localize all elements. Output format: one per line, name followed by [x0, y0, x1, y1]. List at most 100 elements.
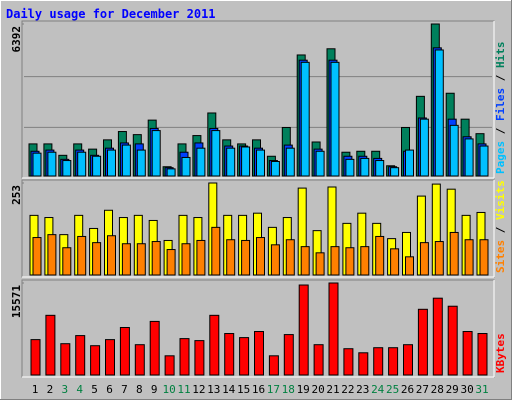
bar: [166, 168, 176, 177]
bar: [298, 284, 309, 376]
legend-entry: Sites: [494, 240, 507, 273]
bar: [360, 246, 370, 276]
x-tick-label: 7: [121, 383, 128, 396]
bar: [447, 305, 458, 376]
legend-entry: Pages: [494, 141, 507, 174]
bar: [268, 355, 279, 376]
bar: [343, 348, 354, 376]
bar: [32, 237, 42, 276]
x-tick-label: 20: [311, 383, 324, 396]
bar: [181, 243, 191, 276]
bar: [211, 226, 221, 276]
bar: [92, 155, 102, 177]
bar: [226, 147, 236, 177]
bar: [328, 282, 339, 376]
bar: [47, 151, 57, 177]
x-tick-label: 15: [237, 383, 250, 396]
legend: Pages / Files / Hits: [494, 42, 507, 175]
bar: [449, 231, 459, 276]
bar: [315, 252, 325, 276]
bar: [194, 340, 205, 376]
bar: [92, 242, 102, 276]
bar: [464, 239, 474, 276]
bar: [390, 248, 400, 276]
legend-entry: Files: [494, 88, 507, 121]
x-tick-label: 4: [76, 383, 83, 396]
x-tick-label: 28: [431, 383, 444, 396]
bar: [32, 152, 42, 177]
x-tick-label: 9: [151, 383, 158, 396]
bar: [45, 314, 56, 376]
legend-separator: /: [494, 220, 507, 240]
bar: [30, 339, 41, 376]
y-tick-label: 15571: [10, 285, 23, 318]
legend: Sites / Visits: [494, 180, 507, 273]
bar: [285, 147, 295, 177]
x-tick-label: 23: [356, 383, 369, 396]
bar: [60, 343, 71, 376]
bar: [107, 149, 116, 177]
bar: [390, 167, 400, 177]
x-tick-label: 29: [446, 383, 459, 396]
x-tick-label: 19: [297, 383, 310, 396]
x-tick-label: 17: [267, 383, 280, 396]
bar: [285, 239, 295, 276]
bar: [300, 61, 310, 177]
bar: [164, 355, 175, 376]
x-tick-label: 12: [192, 383, 205, 396]
bar: [432, 297, 443, 376]
x-tick-label: 22: [341, 383, 354, 396]
bar: [62, 247, 72, 276]
bar: [464, 138, 474, 177]
bar: [121, 144, 131, 177]
bar: [241, 239, 251, 276]
chart-title: Daily usage for December 2011: [6, 7, 216, 21]
bar: [121, 243, 131, 276]
bar: [151, 241, 161, 276]
bar: [119, 326, 130, 376]
x-tick-label: 26: [401, 383, 414, 396]
bar: [419, 242, 429, 276]
x-tick-label: 24: [371, 383, 385, 396]
bar: [477, 333, 488, 376]
bar: [226, 239, 236, 276]
bar: [151, 130, 161, 177]
bar: [77, 151, 87, 177]
x-tick-label: 16: [252, 383, 265, 396]
bar: [105, 339, 115, 376]
x-tick-label: 27: [416, 383, 429, 396]
bar: [270, 160, 280, 177]
x-tick-label: 14: [222, 383, 236, 396]
x-tick-label: 25: [386, 383, 399, 396]
x-tick-label: 5: [91, 383, 98, 396]
x-tick-label: 11: [177, 383, 190, 396]
bar: [388, 347, 399, 376]
bar: [256, 149, 265, 177]
bar: [375, 160, 385, 177]
bar: [479, 239, 489, 276]
bar: [211, 130, 221, 177]
x-tick-label: 21: [326, 383, 339, 396]
bar: [209, 314, 220, 376]
bar: [241, 146, 251, 177]
bar: [358, 352, 369, 376]
y-tick-label: 253: [10, 185, 23, 205]
bar: [434, 241, 444, 276]
bar: [47, 234, 57, 276]
bar: [181, 156, 191, 177]
bar: [270, 244, 280, 276]
x-tick-label: 6: [106, 383, 113, 396]
bar: [315, 150, 325, 177]
x-tick-label: 1: [32, 383, 39, 396]
bar: [134, 344, 145, 376]
legend-separator: /: [494, 121, 507, 141]
bar: [75, 335, 86, 376]
bar: [107, 235, 116, 276]
bar: [136, 149, 146, 177]
x-tick-label: 30: [460, 383, 473, 396]
bar: [254, 331, 264, 376]
bar: [136, 243, 146, 276]
bar: [90, 345, 101, 376]
x-tick-label: 18: [282, 383, 295, 396]
